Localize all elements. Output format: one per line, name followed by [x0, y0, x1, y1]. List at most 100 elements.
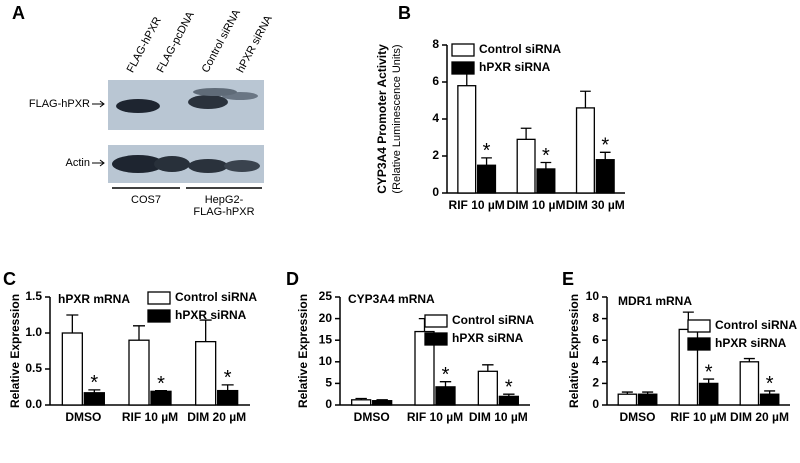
x-tick-label: DIM 20 µM	[730, 410, 789, 424]
band	[112, 155, 164, 173]
panel-label: C	[3, 269, 16, 289]
legend-swatch	[687, 319, 711, 333]
y-tick-label: 0.0	[25, 397, 42, 411]
arrow	[92, 100, 105, 108]
significance: *	[705, 361, 713, 383]
bar	[83, 392, 105, 406]
panel-label: E	[562, 269, 574, 289]
error-bar	[520, 127, 532, 140]
band	[154, 156, 190, 172]
bar	[698, 382, 719, 406]
band	[193, 88, 237, 96]
x-tick-label: RIF 10 µM	[670, 410, 726, 424]
error-bar	[133, 325, 145, 341]
legend-swatch	[451, 61, 475, 75]
legend-label: hPXR siRNA	[479, 60, 551, 74]
band	[188, 95, 228, 109]
bar	[536, 168, 556, 194]
band	[116, 99, 160, 113]
y-tick-label: 0.5	[25, 361, 42, 375]
bar	[477, 370, 498, 406]
error-bar	[481, 157, 492, 166]
legend-label: Control siRNA	[479, 42, 561, 56]
error-bar	[599, 151, 611, 160]
bar	[617, 393, 638, 406]
legend-swatch	[451, 43, 475, 57]
y-axis-label: Relative Expression	[567, 294, 581, 408]
bar	[217, 389, 239, 406]
group-label: HepG2-	[205, 194, 244, 206]
y-tick-label: 8	[592, 311, 599, 325]
x-tick-label: DIM 30 µM	[566, 198, 625, 212]
legend-label: hPXR siRNA	[452, 331, 524, 345]
x-tick-label: RIF 10 µM	[122, 410, 178, 424]
legend-label: Control siRNA	[175, 290, 257, 304]
chart-title: hPXR mRNA	[58, 292, 130, 306]
y-tick-label: 1.5	[25, 289, 42, 303]
error-bar	[540, 161, 552, 169]
y-axis-label: Relative Expression	[8, 294, 22, 408]
lane-label: hPXR siRNA	[235, 13, 275, 75]
y-tick-label: 15	[319, 332, 333, 346]
significance: *	[442, 364, 450, 386]
y-tick-label: 6	[592, 332, 599, 346]
y-tick-label: 6	[432, 74, 439, 88]
row-label: Actin	[66, 157, 90, 169]
bar	[739, 361, 760, 406]
legend-label: Control siRNA	[452, 313, 534, 327]
error-bar	[580, 90, 591, 108]
legend-swatch	[147, 291, 171, 305]
x-tick-label: DMSO	[354, 410, 390, 424]
legend-label: hPXR siRNA	[175, 308, 247, 322]
significance: *	[483, 140, 491, 162]
error-bar	[743, 357, 755, 362]
error-bar	[199, 319, 212, 342]
y-tick-label: 10	[319, 354, 333, 368]
y-tick-label: 0	[592, 397, 599, 411]
y-tick-label: 10	[586, 289, 600, 303]
error-bar	[703, 378, 715, 384]
panel-label: D	[286, 269, 299, 289]
group-label: FLAG-hPXR	[193, 206, 254, 218]
error-bar	[439, 381, 452, 387]
y-tick-label: 4	[432, 111, 439, 125]
bar	[372, 400, 393, 406]
bar	[637, 393, 658, 406]
error-bar	[155, 389, 167, 392]
x-tick-label: RIF 10 µM	[407, 410, 463, 424]
bar	[195, 340, 217, 406]
panel-label: B	[398, 3, 411, 23]
error-bar	[621, 391, 633, 395]
bar	[595, 159, 615, 194]
significance: *	[601, 135, 609, 157]
legend-swatch	[424, 332, 448, 346]
significance: *	[505, 376, 513, 398]
y-tick-label: 4	[592, 354, 599, 368]
significance: *	[157, 373, 165, 395]
significance: *	[90, 372, 98, 394]
y-axis-sublabel: (Relative Luminescence Units)	[391, 44, 403, 193]
x-tick-label: DIM 10 µM	[469, 410, 528, 424]
error-bar	[503, 393, 515, 397]
group-label: COS7	[131, 194, 161, 206]
y-tick-label: 0	[432, 185, 439, 199]
significance: *	[542, 145, 550, 167]
arrow	[92, 159, 105, 167]
bar	[759, 393, 780, 406]
chart-title: MDR1 mRNA	[618, 294, 692, 308]
bar	[516, 138, 536, 194]
y-tick-label: 20	[319, 311, 333, 325]
y-tick-label: 2	[432, 148, 439, 162]
error-bar	[66, 314, 79, 333]
legend-swatch	[687, 337, 711, 351]
y-tick-label: 1.0	[25, 325, 42, 339]
y-axis-label: CYP3A4 Promoter Activity	[375, 44, 389, 194]
legend-swatch	[424, 314, 448, 328]
row-label: FLAG-hPXR	[29, 98, 90, 110]
bar	[61, 332, 83, 406]
bar	[128, 339, 150, 406]
x-tick-label: DIM 10 µM	[507, 198, 566, 212]
y-tick-label: 0	[325, 397, 332, 411]
error-bar	[221, 384, 234, 391]
